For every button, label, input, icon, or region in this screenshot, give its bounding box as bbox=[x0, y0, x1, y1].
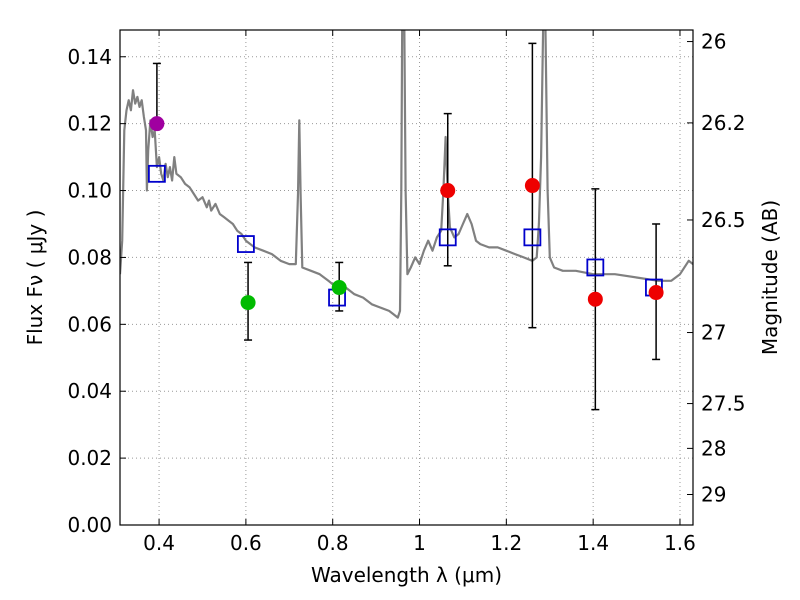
measurement-point bbox=[149, 116, 165, 132]
y-tick-label: 0.02 bbox=[67, 446, 112, 470]
right-tick-label: 26.2 bbox=[701, 111, 746, 135]
measurement-point bbox=[240, 295, 256, 311]
right-tick-label: 26 bbox=[701, 30, 726, 54]
x-tick-label: 0.8 bbox=[317, 531, 349, 555]
right-tick-label: 28 bbox=[701, 436, 726, 460]
y-axis-label: Flux Fν ( μJy ) bbox=[23, 210, 47, 346]
x-axis-label: Wavelength λ (μm) bbox=[311, 563, 502, 587]
plot-frame bbox=[119, 29, 694, 526]
right-tick-label: 27.5 bbox=[701, 392, 746, 416]
sed-spectrum-line bbox=[120, 30, 693, 319]
x-tick-label: 1.4 bbox=[577, 531, 609, 555]
measurement-point bbox=[648, 285, 664, 301]
model-square bbox=[147, 164, 166, 183]
y-tick-label: 0.08 bbox=[67, 245, 112, 269]
x-tick-label: 0.6 bbox=[230, 531, 262, 555]
x-tick-label: 0.4 bbox=[143, 531, 175, 555]
model-square bbox=[523, 228, 542, 247]
grid-layer bbox=[120, 30, 693, 526]
x-tick-label: 1.2 bbox=[490, 531, 522, 555]
sed-layer bbox=[120, 30, 693, 319]
measurement-point bbox=[524, 178, 540, 194]
right-tick-label: 29 bbox=[701, 482, 726, 506]
y-tick-label: 0.06 bbox=[67, 312, 112, 336]
measurement-point bbox=[440, 183, 456, 199]
model-square bbox=[586, 258, 605, 277]
measurement-point bbox=[331, 280, 347, 296]
y-tick-label: 0.14 bbox=[67, 45, 112, 69]
measurement-layer bbox=[149, 116, 664, 311]
right-tick-label: 26.5 bbox=[701, 208, 746, 232]
y-tick-label: 0.00 bbox=[67, 513, 112, 537]
tick-layer: 0.4 0.6 0.8 1 1.2 1.4 1.6 0.00 0.02 0.04 0.06 0.08 0… bbox=[67, 30, 745, 555]
right-tick-label: 27 bbox=[701, 321, 726, 345]
measurement-point bbox=[587, 291, 603, 307]
y-tick-label: 0.04 bbox=[67, 379, 112, 403]
right-axis-label: Magnitude (AB) bbox=[758, 200, 782, 355]
model-square bbox=[236, 235, 255, 253]
model-square bbox=[438, 228, 457, 247]
y-tick-label: 0.10 bbox=[67, 179, 112, 203]
x-tick-label: 1 bbox=[413, 531, 426, 555]
y-tick-label: 0.12 bbox=[67, 112, 112, 136]
x-tick-label: 1.6 bbox=[664, 531, 696, 555]
